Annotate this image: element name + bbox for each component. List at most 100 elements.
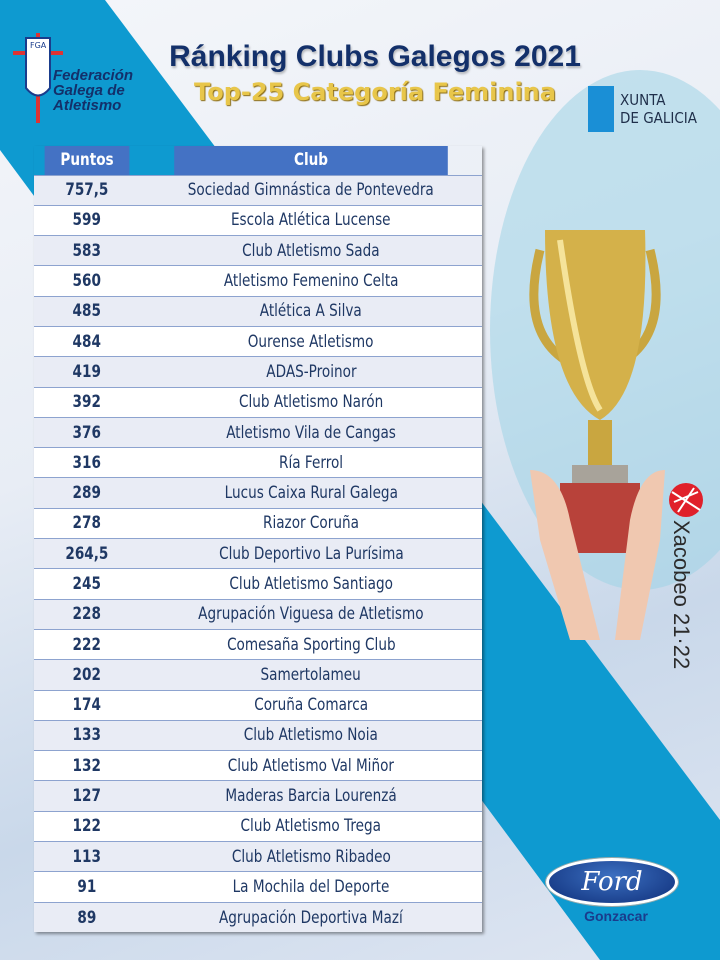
table-row: 91 La Mochila del Deporte — [34, 871, 482, 903]
points-cell: 392 — [34, 386, 140, 418]
club-cell: Club Atletismo Val Miñor — [140, 750, 482, 781]
table-row: 228 Agrupación Viguesa de Atletismo — [34, 598, 482, 630]
table-row: 264,5 Club Deportivo La Purísima — [34, 538, 482, 569]
club-name: Club Atletismo Ribadeo — [231, 846, 391, 867]
points-value: 376 — [72, 422, 102, 443]
table-row: 757,5 Sociedad Gimnástica de Pontevedra — [34, 174, 482, 206]
page-title: Ránking Clubs Galegos 2021 — [169, 40, 581, 73]
table-row: 376 Atletismo Vila de Cangas — [34, 416, 482, 448]
ranking-table: Puntos Club 757,5 Sociedad Gimnástica de … — [34, 146, 482, 933]
points-cell: 132 — [34, 750, 140, 781]
club-name: Ría Ferrol — [278, 452, 344, 473]
points-value: 419 — [72, 361, 102, 382]
table-row: 122 Club Atletismo Trega — [34, 810, 482, 842]
column-header-puntos: Puntos — [44, 146, 130, 175]
club-cell: Atlética A Silva — [140, 295, 482, 327]
points-cell: 419 — [34, 356, 140, 388]
table-row: 484 Ourense Atletismo — [34, 325, 482, 357]
points-value: 127 — [72, 786, 102, 807]
points-value: 202 — [72, 664, 102, 685]
club-name: Club Atletismo Narón — [238, 392, 384, 413]
points-cell: 127 — [34, 780, 140, 812]
club-cell: Ría Ferrol — [140, 447, 482, 478]
points-cell: 245 — [34, 568, 140, 600]
club-name: Atletismo Femenino Celta — [223, 271, 399, 292]
points-value: 222 — [72, 634, 102, 655]
club-cell: Samertolameu — [140, 659, 482, 691]
xacobeo-logo: Xacobeo 21·22 — [669, 520, 694, 670]
table-row: 278 Riazor Coruña — [34, 507, 482, 539]
column-header-club: Club — [174, 146, 448, 175]
points-cell: 202 — [34, 659, 140, 691]
club-cell: Agrupación Deportiva Mazí — [140, 901, 482, 933]
club-name: Sociedad Gimnástica de Pontevedra — [187, 180, 434, 201]
club-name: La Mochila del Deporte — [232, 876, 390, 897]
club-cell: Maderas Barcia Lourenzá — [140, 780, 482, 812]
club-name: Club Atletismo Val Miñor — [227, 755, 395, 776]
points-cell: 113 — [34, 841, 140, 872]
club-name: Agrupación Deportiva Mazí — [219, 907, 403, 928]
xunta-logo: XUNTA DE GALICIA — [588, 86, 697, 132]
club-cell: Lucus Caixa Rural Galega — [140, 477, 482, 509]
table-row: 89 Agrupación Deportiva Mazí — [34, 901, 482, 933]
points-value: 113 — [72, 846, 102, 867]
points-value: 245 — [72, 574, 102, 594]
club-cell: Club Atletismo Trega — [140, 810, 482, 842]
points-cell: 133 — [34, 719, 140, 751]
table-row: 133 Club Atletismo Noia — [34, 719, 482, 751]
club-cell: Riazor Coruña — [140, 507, 482, 539]
club-cell: Ourense Atletismo — [140, 325, 482, 357]
club-name: Comesaña Sporting Club — [226, 634, 396, 655]
points-cell: 560 — [34, 265, 140, 297]
club-cell: Club Atletismo Noia — [140, 719, 482, 751]
table-row: 316 Ría Ferrol — [34, 447, 482, 478]
club-cell: ADAS-Proinor — [140, 356, 482, 388]
points-cell: 376 — [34, 416, 140, 448]
xacobeo-shell-icon — [669, 483, 703, 517]
table-row: 202 Samertolameu — [34, 659, 482, 691]
points-cell: 264,5 — [34, 538, 140, 569]
points-value: 89 — [77, 907, 97, 928]
club-cell: Agrupación Viguesa de Atletismo — [140, 598, 482, 630]
table-row: 485 Atlética A Silva — [34, 295, 482, 327]
club-name: Coruña Comarca — [254, 695, 368, 716]
points-cell: 485 — [34, 295, 140, 327]
points-cell: 222 — [34, 628, 140, 660]
xunta-emblem-icon — [588, 86, 614, 132]
points-cell: 316 — [34, 447, 140, 478]
club-name: Club Atletismo Trega — [240, 816, 382, 837]
fga-line: Galega de — [53, 82, 125, 99]
table-row: 560 Atletismo Femenino Celta — [34, 265, 482, 297]
points-cell: 91 — [34, 871, 140, 903]
points-value: 560 — [72, 271, 102, 292]
points-value: 757,5 — [65, 180, 109, 201]
points-value: 583 — [72, 240, 102, 261]
club-name: Ourense Atletismo — [248, 331, 374, 352]
table-row: 245 Club Atletismo Santiago — [34, 568, 482, 600]
club-cell: La Mochila del Deporte — [140, 871, 482, 903]
club-cell: Club Deportivo La Purísima — [140, 538, 482, 569]
xunta-line: XUNTA — [620, 91, 666, 109]
points-value: 264,5 — [65, 543, 109, 564]
table-row: 392 Club Atletismo Narón — [34, 386, 482, 418]
club-cell: Club Atletismo Ribadeo — [140, 841, 482, 872]
points-value: 485 — [72, 301, 102, 322]
club-name: Riazor Coruña — [263, 513, 359, 534]
club-cell: Club Atletismo Narón — [140, 386, 482, 418]
table-row: 113 Club Atletismo Ribadeo — [34, 841, 482, 872]
dealer-name: Gonzacar — [584, 908, 648, 924]
points-cell: 484 — [34, 325, 140, 357]
fga-badge: FGA — [30, 41, 47, 50]
points-cell: 599 — [34, 204, 140, 236]
points-cell: 583 — [34, 235, 140, 266]
points-value: 174 — [72, 695, 102, 716]
club-cell: Coruña Comarca — [140, 689, 482, 721]
club-name: Agrupación Viguesa de Atletismo — [198, 604, 424, 625]
points-cell: 228 — [34, 598, 140, 630]
points-value: 392 — [72, 392, 102, 413]
club-name: Atlética A Silva — [259, 301, 362, 322]
table-row: 174 Coruña Comarca — [34, 689, 482, 721]
fga-name: Federación Galega de Atletismo — [53, 68, 133, 113]
table-row: 222 Comesaña Sporting Club — [34, 628, 482, 660]
points-value: 316 — [72, 452, 102, 473]
